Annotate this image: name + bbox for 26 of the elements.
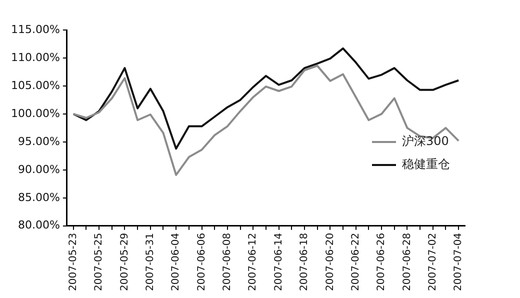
x-tick-label: 2007-06-28	[402, 232, 413, 292]
x-tick-label: 2007-06-26	[376, 232, 388, 292]
y-tick-label: 85.00%	[18, 190, 60, 204]
x-tick-label: 2007-06-20	[324, 232, 336, 292]
x-tick-label: 2007-06-08	[222, 232, 234, 292]
x-tick-label: 2007-06-18	[299, 232, 310, 292]
x-tick-label: 2007-05-25	[94, 232, 105, 292]
legend-label: 稳健重仓	[402, 156, 450, 173]
y-tick-label: 100.00%	[10, 106, 60, 120]
y-tick-label: 105.00%	[10, 78, 60, 92]
y-tick-label: 95.00%	[18, 134, 60, 148]
x-tick-label: 2007-07-04	[453, 232, 464, 292]
x-tick-label: 2007-05-23	[68, 232, 79, 292]
x-tick-label: 2007-06-22	[350, 232, 362, 292]
y-tick-label: 90.00%	[18, 162, 60, 176]
x-tick-label: 2007-06-06	[196, 232, 208, 292]
x-tick-label: 2007-06-14	[273, 232, 284, 292]
x-tick-label: 2007-07-02	[427, 232, 438, 292]
y-tick-label: 115.00%	[10, 22, 60, 36]
y-tick-label: 80.00%	[18, 218, 60, 232]
legend-label: 沪深300	[402, 133, 449, 150]
x-tick-label: 2007-06-04	[170, 232, 182, 292]
y-tick-label: 110.00%	[10, 50, 60, 64]
x-tick-label: 2007-05-29	[119, 232, 130, 292]
x-tick-label: 2007-05-31	[145, 232, 156, 292]
x-tick-label: 2007-06-12	[248, 232, 259, 292]
